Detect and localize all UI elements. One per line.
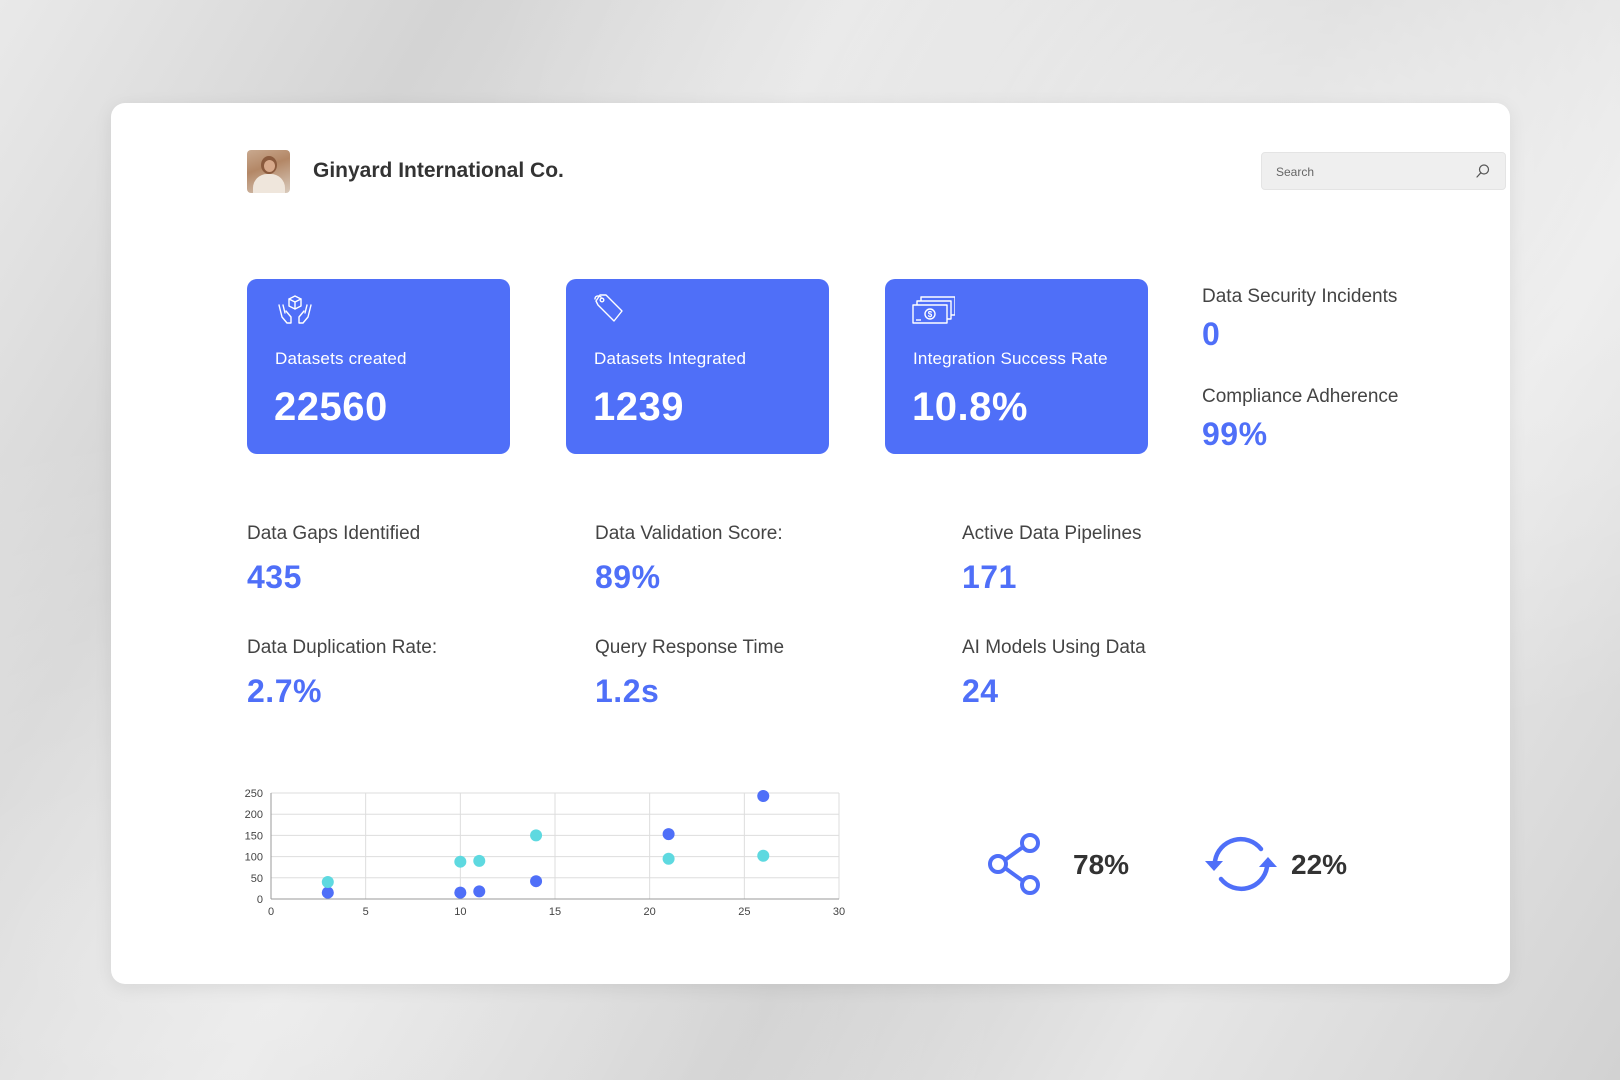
tile-value: 1239 bbox=[593, 385, 684, 429]
scatter-chart: 0 50 100 150 200 250 0 5 10 15 20 25 30 bbox=[235, 783, 875, 933]
metric-label: Data Gaps Identified bbox=[247, 523, 421, 544]
metric-query-response-time: Query Response Time 1.2s bbox=[595, 637, 784, 710]
scatter-chart-svg: 0 50 100 150 200 250 0 5 10 15 20 25 30 bbox=[245, 788, 845, 918]
y-tick-label: 150 bbox=[245, 830, 263, 842]
kpi-share: 78% bbox=[985, 831, 1145, 901]
tile-label: Datasets created bbox=[275, 349, 407, 368]
kpi-refresh: 22% bbox=[1201, 831, 1371, 901]
scatter-point-series-1 bbox=[757, 789, 770, 802]
scatter-point-series-2 bbox=[454, 855, 467, 868]
scatter-point-series-1 bbox=[454, 886, 467, 899]
x-tick-label: 10 bbox=[454, 906, 466, 918]
metric-data-validation-score: Data Validation Score: 89% bbox=[595, 523, 783, 596]
y-tick-label: 200 bbox=[245, 809, 263, 821]
metric-label: Query Response Time bbox=[595, 637, 785, 658]
tile-value: 22560 bbox=[274, 385, 388, 429]
metric-label: AI Models Using Data bbox=[962, 637, 1146, 658]
metric-value: 1.2s bbox=[595, 673, 660, 709]
metric-value: 89% bbox=[595, 559, 661, 595]
metric-label: Active Data Pipelines bbox=[962, 523, 1142, 544]
y-tick-label: 50 bbox=[251, 873, 263, 885]
scatter-point-series-2 bbox=[530, 829, 543, 842]
y-tick-label: 0 bbox=[257, 894, 263, 906]
search-input[interactable] bbox=[1274, 162, 1468, 182]
metric-ai-models-using-data: AI Models Using Data 24 bbox=[962, 637, 1146, 710]
header: Ginyard International Co. bbox=[247, 150, 1506, 194]
money-stack-icon: $ bbox=[912, 296, 955, 324]
search-icon[interactable] bbox=[1475, 163, 1491, 179]
refresh-icon[interactable] bbox=[1201, 831, 1281, 897]
kpi-value: 22% bbox=[1291, 849, 1348, 880]
x-tick-label: 15 bbox=[549, 906, 561, 918]
metric-label: Data Security Incidents bbox=[1202, 286, 1398, 307]
dashboard-card: Ginyard International Co. Datasets creat… bbox=[111, 103, 1510, 984]
metric-value: 0 bbox=[1202, 316, 1221, 352]
svg-text:$: $ bbox=[928, 310, 933, 319]
x-tick-label: 0 bbox=[268, 906, 274, 918]
dataset-box-hands-icon bbox=[278, 295, 312, 324]
tag-icon bbox=[594, 294, 623, 322]
scatter-point-series-2 bbox=[662, 852, 675, 865]
kpi-value: 78% bbox=[1073, 849, 1130, 880]
scatter-point-series-2 bbox=[321, 876, 334, 889]
scatter-point-series-1 bbox=[530, 875, 543, 888]
tile-datasets-created[interactable]: Datasets created 22560 bbox=[247, 279, 510, 454]
metric-data-security-incidents: Data Security Incidents 0 bbox=[1202, 286, 1397, 353]
metric-data-gaps-identified: Data Gaps Identified 435 bbox=[247, 523, 420, 596]
metric-label: Data Duplication Rate: bbox=[247, 637, 438, 658]
x-tick-label: 25 bbox=[738, 906, 750, 918]
share-icon[interactable] bbox=[985, 831, 1049, 897]
metric-data-duplication-rate: Data Duplication Rate: 2.7% bbox=[247, 637, 437, 710]
scatter-point-series-2 bbox=[473, 854, 486, 867]
scatter-point-series-2 bbox=[757, 849, 770, 862]
search-box[interactable] bbox=[1261, 152, 1506, 190]
scatter-point-series-1 bbox=[321, 886, 334, 899]
x-tick-label: 30 bbox=[833, 906, 845, 918]
metric-value: 171 bbox=[962, 559, 1017, 595]
y-tick-label: 250 bbox=[245, 788, 263, 800]
scatter-point-series-1 bbox=[662, 828, 675, 841]
x-tick-label: 5 bbox=[363, 906, 369, 918]
tile-integration-success-rate[interactable]: $ Integration Success Rate 10.8% bbox=[885, 279, 1148, 454]
tile-label: Datasets Integrated bbox=[594, 349, 747, 368]
tile-value: 10.8% bbox=[912, 385, 1028, 429]
y-tick-label: 100 bbox=[245, 852, 263, 864]
metric-compliance-adherence: Compliance Adherence 99% bbox=[1202, 386, 1398, 453]
tile-datasets-integrated[interactable]: Datasets Integrated 1239 bbox=[566, 279, 829, 454]
metric-value: 24 bbox=[962, 673, 999, 709]
scatter-point-series-1 bbox=[473, 885, 486, 898]
x-tick-label: 20 bbox=[644, 906, 656, 918]
metric-active-data-pipelines: Active Data Pipelines 171 bbox=[962, 523, 1142, 596]
avatar[interactable] bbox=[247, 150, 290, 193]
metric-value: 2.7% bbox=[247, 673, 322, 709]
tile-label: Integration Success Rate bbox=[913, 349, 1108, 368]
metric-label: Compliance Adherence bbox=[1202, 386, 1399, 407]
metric-value: 435 bbox=[247, 559, 302, 595]
metric-label: Data Validation Score: bbox=[595, 523, 783, 544]
company-name: Ginyard International Co. bbox=[313, 159, 564, 182]
metric-value: 99% bbox=[1202, 416, 1268, 452]
